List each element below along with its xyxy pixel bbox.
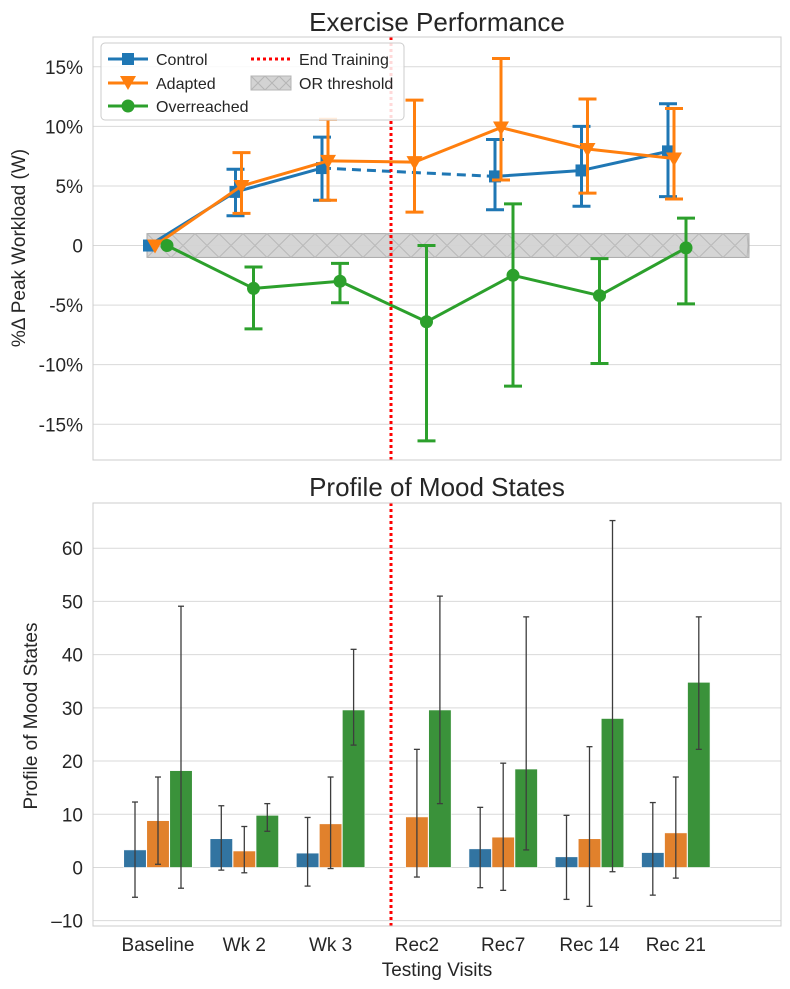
legend-label-adapted: Adapted	[156, 76, 216, 93]
overreached-line-segment	[339, 279, 428, 324]
legend-entry-adapted: Adapted	[108, 76, 216, 93]
control-line-segment	[494, 168, 582, 178]
top-y-tick-label: -10%	[39, 356, 83, 377]
overreached-point-baseline	[160, 239, 174, 253]
top-y-tick-label: -15%	[39, 415, 83, 436]
or-threshold-band	[146, 233, 750, 258]
adapted-line-segment	[500, 126, 588, 151]
bottom-y-tick-label: 60	[62, 539, 83, 560]
overreached-point-rec-21	[679, 241, 693, 255]
adapted-point-wk-3	[320, 154, 336, 169]
top-y-tick-labels: 15% 10% 5% 0 -5% -10% -15%	[39, 58, 83, 436]
legend-label-control: Control	[156, 52, 208, 69]
bottom-y-tick-labels: –10 0 10 20 30 40 50 60	[51, 539, 83, 932]
series-adapted	[147, 56, 683, 254]
bottom-y-tick-label: 10	[62, 805, 83, 826]
adapted-point-wk-2	[233, 179, 250, 194]
bottom-y-tick-label: 50	[62, 592, 83, 613]
adapted-point-rec-21	[666, 152, 682, 167]
bottom-y-axis-label: Profile of Mood States	[21, 623, 42, 810]
top-series-layer	[143, 56, 695, 443]
adapted-line-segment	[327, 159, 415, 164]
adapted-line-segment	[587, 147, 675, 161]
adapted-line-segment	[241, 159, 329, 188]
exercise-performance-panel: Exercise Performance 15% 10% 5% 0 -5% -10% -15…	[9, 7, 782, 461]
adapted-line-segment	[154, 184, 243, 247]
adapted-point-rec7	[493, 121, 509, 136]
top-y-tick-label: 0	[72, 237, 83, 258]
bottom-y-tick-label: 0	[72, 858, 83, 879]
legend-entry-end-training: End Training	[251, 52, 389, 69]
bottom-plot-frame	[92, 502, 782, 927]
mood-states-panel: Profile of Mood States –100102030405060 …	[21, 472, 782, 981]
overreached-point-rec-14	[593, 289, 606, 303]
top-y-tick-label: 15%	[45, 58, 83, 79]
bottom-x-axis-label: Testing Visits	[382, 960, 493, 981]
adapted-line-segment	[413, 126, 502, 164]
overreached-line-segment	[166, 244, 255, 290]
legend-label-or-threshold: OR threshold	[299, 76, 393, 93]
bottom-y-tick-label: 40	[62, 646, 83, 667]
top-chart-title: Exercise Performance	[309, 7, 565, 37]
control-line-segment	[581, 149, 669, 172]
adapted-point-baseline	[147, 239, 163, 254]
top-plot-frame	[92, 36, 782, 461]
bottom-bars-layer	[123, 519, 711, 907]
overreached-line-segment	[425, 273, 514, 324]
x-tick-label-baseline: Baseline	[122, 935, 195, 956]
overreached-line-segment	[512, 273, 600, 298]
x-tick-label-wk-3: Wk 3	[309, 935, 352, 956]
adapted-point-rec-14	[579, 143, 596, 158]
overreached-point-rec7	[506, 268, 520, 282]
bottom-chart-title: Profile of Mood States	[309, 472, 565, 502]
overreached-point-wk-3	[333, 274, 347, 288]
control-point-rec-14	[575, 164, 588, 177]
top-y-tick-label: -5%	[49, 296, 83, 317]
legend-label-overreached: Overreached	[156, 99, 249, 116]
top-y-tick-label: 5%	[56, 177, 84, 198]
legend-label-end-training: End Training	[299, 52, 389, 69]
legend-entry-overreached: Overreached	[108, 99, 249, 116]
or-threshold-rect	[146, 233, 750, 258]
top-y-tick-label: 10%	[45, 117, 83, 138]
bottom-y-tick-label: 30	[62, 699, 83, 720]
bars-control	[123, 801, 665, 901]
overreached-point-rec2	[420, 315, 433, 329]
bottom-y-tick-label: –10	[51, 912, 83, 933]
x-tick-label-rec7: Rec7	[481, 935, 525, 956]
top-legend: Control Adapted Overreached End Training…	[100, 42, 405, 121]
bottom-y-tick-label: 20	[62, 752, 83, 773]
legend-entry-control: Control	[108, 52, 208, 69]
legend-entry-or-threshold: OR threshold	[250, 75, 393, 93]
overreached-line-segment	[253, 279, 341, 290]
x-tick-label-rec-21: Rec 21	[646, 935, 706, 956]
series-overreached	[160, 202, 695, 443]
top-y-axis-label: %Δ Peak Workload (W)	[9, 149, 30, 347]
bars-adapted	[146, 746, 688, 907]
adapted-point-rec2	[406, 156, 423, 171]
overreached-line-segment	[598, 246, 687, 297]
x-tick-label-rec-14: Rec 14	[559, 935, 620, 956]
bottom-x-tick-labels: Baseline Wk 2 Wk 3 Rec2 Rec7 Rec 14 Rec 21	[122, 935, 706, 956]
bars-overreached	[169, 519, 711, 889]
overreached-point-wk-2	[247, 281, 260, 295]
x-tick-label-wk-2: Wk 2	[223, 935, 266, 956]
control-line-segment	[235, 166, 323, 194]
x-tick-label-rec2: Rec2	[395, 935, 439, 956]
